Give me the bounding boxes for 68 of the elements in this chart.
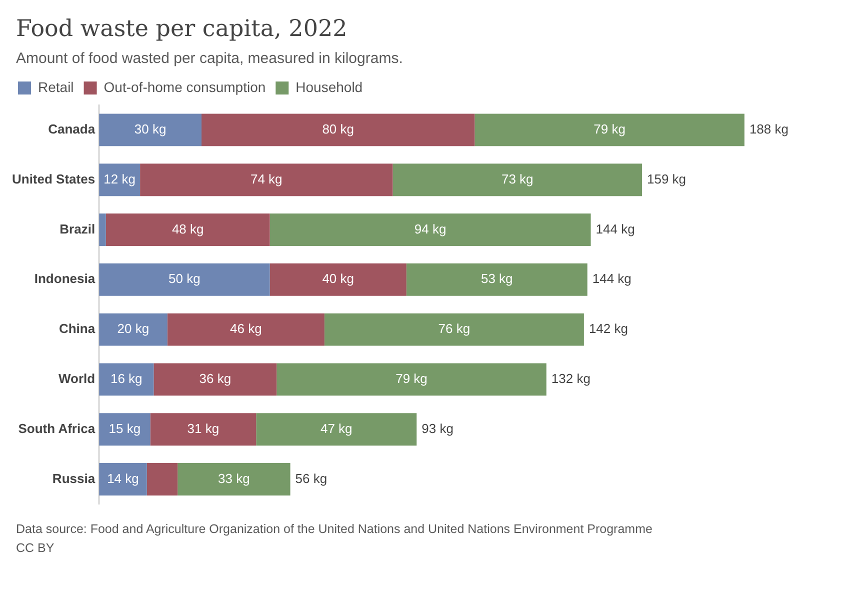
legend-label: Out-of-home consumption — [104, 78, 266, 95]
total-label: 188 kg — [749, 122, 788, 137]
bar — [270, 214, 591, 246]
data-label: 30 kg — [134, 122, 166, 137]
legend-label: Retail — [38, 78, 74, 95]
data-label: 74 kg — [250, 171, 282, 186]
total-label: 144 kg — [592, 271, 632, 286]
data-label: 73 kg — [501, 171, 534, 186]
bar — [99, 463, 147, 496]
y-tick-label: Russia — [52, 470, 96, 486]
data-label: 20 kg — [117, 321, 150, 336]
data-label: 76 kg — [438, 321, 470, 336]
data-label: 50 kg — [168, 271, 200, 286]
data-label: 40 kg — [322, 271, 354, 286]
data-label: 31 kg — [187, 420, 220, 436]
bar — [178, 463, 290, 496]
total-label: 159 kg — [647, 171, 686, 186]
bar — [202, 114, 475, 146]
data-label: 47 kg — [320, 420, 352, 436]
bar — [270, 263, 406, 296]
bar — [146, 463, 178, 496]
total-label: 142 kg — [588, 321, 628, 336]
bar — [276, 363, 546, 396]
y-tick-label: China — [58, 321, 96, 336]
bar — [154, 363, 277, 396]
y-tick-label: South Africa — [18, 420, 96, 436]
bar — [392, 164, 642, 196]
y-tick-label: Canada — [48, 122, 96, 137]
text: CC BY — [16, 540, 56, 557]
bar — [99, 413, 150, 446]
data-label: 14 kg — [107, 470, 139, 486]
bar — [99, 214, 106, 246]
bar — [99, 313, 168, 346]
total-label: 56 kg — [295, 470, 328, 486]
data-label: 53 kg — [480, 271, 513, 286]
data-label: 15 kg — [108, 420, 141, 436]
y-tick-label: World — [58, 371, 96, 386]
bar — [167, 313, 324, 346]
total-label: 93 kg — [422, 420, 454, 436]
bar — [474, 114, 744, 146]
legend-label: Household — [296, 78, 363, 95]
data-label: 80 kg — [322, 122, 354, 137]
data-label: 79 kg — [396, 371, 428, 386]
y-tick-label: Brazil — [60, 221, 96, 236]
bar — [106, 214, 270, 246]
source-note: Data source: Food and Agriculture Organization of the United Nations and United Nations Environment Programme — [16, 521, 654, 538]
data-label: 94 kg — [414, 221, 446, 236]
bar — [99, 363, 154, 396]
data-label: 33 kg — [218, 470, 250, 486]
chart-subtitle: Amount of food wasted per capita, measured in kilograms. — [16, 50, 404, 67]
data-label: 16 kg — [110, 371, 142, 386]
data-label: 48 kg — [172, 221, 204, 236]
total-label: 144 kg — [596, 221, 635, 236]
bar — [256, 413, 417, 446]
bar — [406, 263, 588, 296]
data-label: 46 kg — [230, 321, 262, 336]
bar — [150, 413, 256, 446]
data-label: 36 kg — [199, 371, 232, 386]
y-tick-label: Indonesia — [34, 271, 96, 286]
bar — [99, 263, 270, 296]
data-label: 79 kg — [594, 122, 626, 137]
total-label: 132 kg — [551, 371, 590, 386]
data-label: 12 kg — [104, 171, 136, 186]
y-tick-label: United States — [12, 171, 96, 186]
bar — [324, 313, 584, 346]
chart-title: Food waste per capita, 2022 — [16, 16, 348, 42]
bar — [99, 114, 202, 146]
bar — [140, 164, 393, 196]
